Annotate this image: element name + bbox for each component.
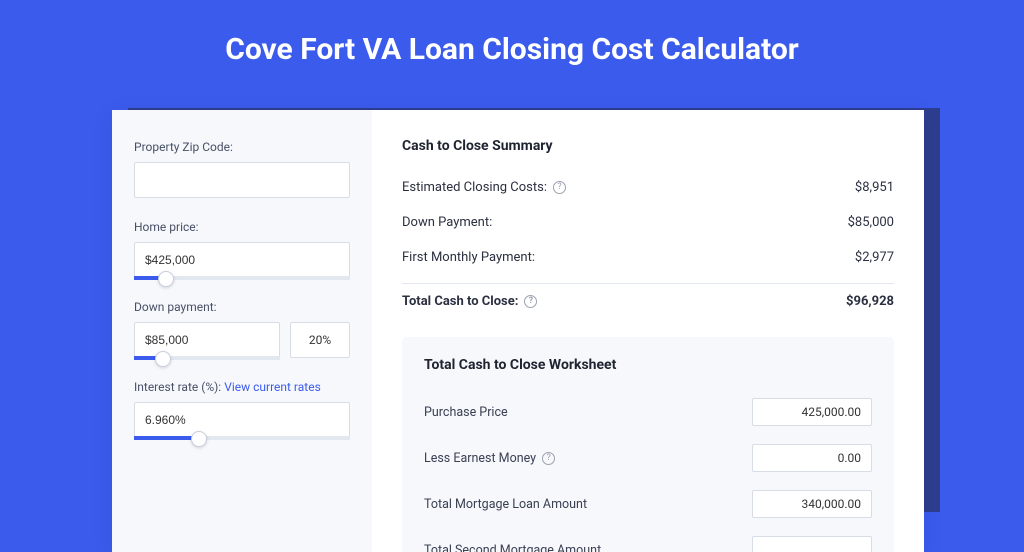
zip-label: Property Zip Code: bbox=[134, 140, 350, 154]
down-payment-input[interactable] bbox=[134, 322, 280, 358]
view-rates-link[interactable]: View current rates bbox=[224, 380, 321, 394]
worksheet-row: Purchase Price 425,000.00 bbox=[424, 389, 872, 435]
worksheet-row-value[interactable]: 425,000.00 bbox=[752, 398, 872, 426]
summary-row: First Monthly Payment: $2,977 bbox=[402, 240, 894, 275]
page-title: Cove Fort VA Loan Closing Cost Calculato… bbox=[0, 0, 1024, 91]
zip-field-group: Property Zip Code: bbox=[134, 140, 350, 198]
down-payment-input-wrapper bbox=[134, 322, 280, 358]
summary-row-value: $2,977 bbox=[855, 250, 894, 265]
worksheet-row-label-text: Total Mortgage Loan Amount bbox=[424, 497, 587, 512]
worksheet-row-label: Total Second Mortgage Amount bbox=[424, 543, 601, 552]
summary-row-label: Down Payment: bbox=[402, 215, 492, 230]
home-price-input-wrapper bbox=[134, 242, 350, 278]
calculator-card: Property Zip Code: Home price: Down paym… bbox=[112, 110, 924, 552]
worksheet-row: Total Second Mortgage Amount bbox=[424, 527, 872, 552]
down-payment-slider-thumb[interactable] bbox=[155, 351, 171, 367]
summary-row-label: First Monthly Payment: bbox=[402, 250, 535, 265]
down-payment-label: Down payment: bbox=[134, 300, 350, 314]
summary-row-label: Estimated Closing Costs:? bbox=[402, 180, 566, 195]
summary-rows: Estimated Closing Costs:? $8,951 Down Paym… bbox=[402, 170, 894, 319]
summary-row-label-text: Down Payment: bbox=[402, 215, 492, 230]
input-sidebar: Property Zip Code: Home price: Down paym… bbox=[112, 110, 372, 552]
worksheet-row-value[interactable]: 0.00 bbox=[752, 444, 872, 472]
rate-input-wrapper bbox=[134, 402, 350, 438]
zip-input[interactable] bbox=[134, 162, 350, 198]
worksheet-row: Less Earnest Money? 0.00 bbox=[424, 435, 872, 481]
summary-row: Total Cash to Close:? $96,928 bbox=[402, 284, 894, 319]
home-price-label: Home price: bbox=[134, 220, 350, 234]
worksheet-row-label: Total Mortgage Loan Amount bbox=[424, 497, 587, 512]
worksheet-title: Total Cash to Close Worksheet bbox=[424, 357, 872, 373]
results-main: Cash to Close Summary Estimated Closing … bbox=[372, 110, 924, 552]
summary-row-value: $96,928 bbox=[846, 294, 894, 309]
worksheet-row-value[interactable]: 340,000.00 bbox=[752, 490, 872, 518]
worksheet-row: Total Mortgage Loan Amount 340,000.00 bbox=[424, 481, 872, 527]
summary-row-value: $8,951 bbox=[855, 180, 894, 195]
worksheet-panel: Total Cash to Close Worksheet Purchase P… bbox=[402, 337, 894, 552]
down-payment-pct-input[interactable]: 20% bbox=[290, 322, 350, 358]
help-icon[interactable]: ? bbox=[542, 452, 555, 465]
summary-row-label: Total Cash to Close:? bbox=[402, 294, 537, 309]
rate-label-text: Interest rate (%): bbox=[134, 380, 224, 394]
worksheet-row-label-text: Total Second Mortgage Amount bbox=[424, 543, 601, 552]
rate-slider-thumb[interactable] bbox=[191, 431, 207, 447]
home-price-slider-thumb[interactable] bbox=[158, 271, 174, 287]
summary-row-label-text: Estimated Closing Costs: bbox=[402, 180, 547, 195]
worksheet-row-label: Purchase Price bbox=[424, 405, 508, 420]
summary-row-value: $85,000 bbox=[848, 215, 894, 230]
summary-row: Down Payment: $85,000 bbox=[402, 205, 894, 240]
summary-row: Estimated Closing Costs:? $8,951 bbox=[402, 170, 894, 205]
down-payment-field-group: Down payment: 20% bbox=[134, 300, 350, 358]
help-icon[interactable]: ? bbox=[524, 295, 537, 308]
rate-slider-fill bbox=[134, 436, 199, 440]
worksheet-rows: Purchase Price 425,000.00 Less Earnest Mon… bbox=[424, 389, 872, 552]
worksheet-row-label-text: Less Earnest Money bbox=[424, 451, 536, 466]
worksheet-row-value[interactable] bbox=[752, 536, 872, 552]
summary-row-label-text: Total Cash to Close: bbox=[402, 294, 518, 309]
summary-title: Cash to Close Summary bbox=[402, 138, 894, 154]
rate-label: Interest rate (%): View current rates bbox=[134, 380, 350, 394]
summary-row-label-text: First Monthly Payment: bbox=[402, 250, 535, 265]
help-icon[interactable]: ? bbox=[553, 181, 566, 194]
rate-input[interactable] bbox=[134, 402, 350, 438]
worksheet-row-label-text: Purchase Price bbox=[424, 405, 508, 420]
home-price-field-group: Home price: bbox=[134, 220, 350, 278]
rate-field-group: Interest rate (%): View current rates bbox=[134, 380, 350, 438]
worksheet-row-label: Less Earnest Money? bbox=[424, 451, 555, 466]
